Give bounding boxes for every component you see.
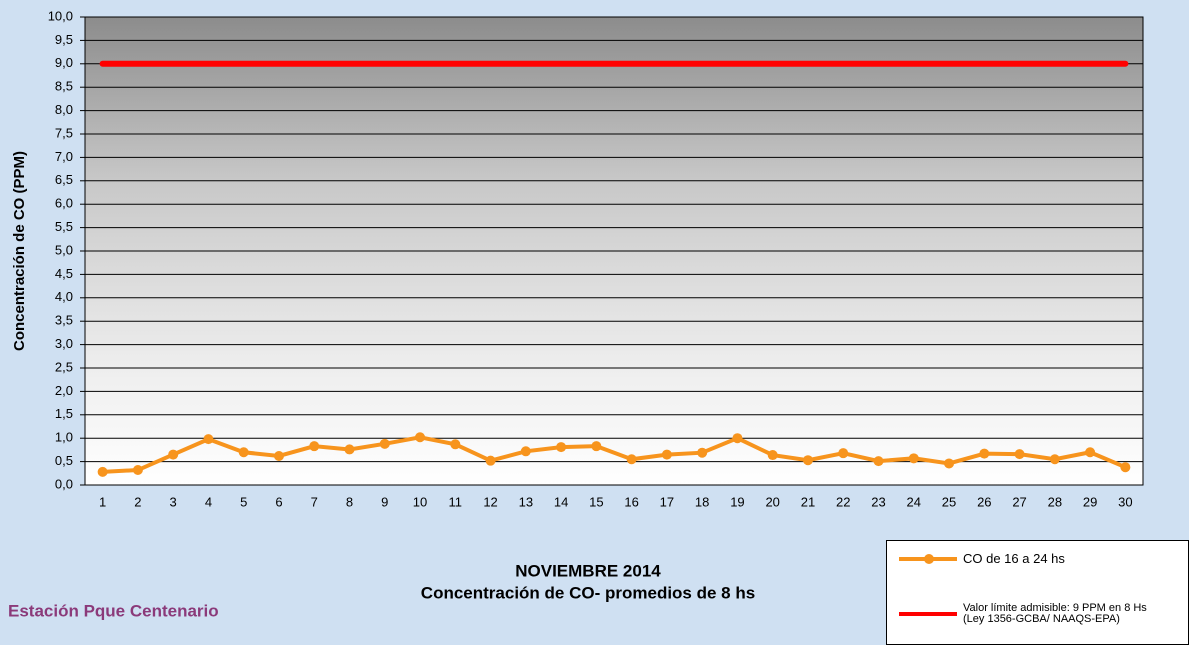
legend-swatch xyxy=(899,612,957,616)
y-axis-label: Concentración de CO (PPM) xyxy=(11,151,28,351)
x-tick-label: 7 xyxy=(311,494,318,509)
data-point xyxy=(1014,449,1025,460)
y-tick-label: 1,5 xyxy=(55,406,73,421)
chart-title: NOVIEMBRE 2014 xyxy=(515,561,661,580)
x-tick-label: 25 xyxy=(942,494,956,509)
y-tick-label: 3,5 xyxy=(55,313,73,328)
x-tick-label: 26 xyxy=(977,494,991,509)
data-point xyxy=(344,444,355,455)
data-point xyxy=(203,434,214,445)
data-point xyxy=(908,453,919,464)
legend: CO de 16 a 24 hs Valor límite admisible: … xyxy=(886,540,1189,645)
y-tick-label: 0,5 xyxy=(55,453,73,468)
x-tick-label: 1 xyxy=(99,494,106,509)
x-tick-label: 29 xyxy=(1083,494,1097,509)
x-tick-label: 17 xyxy=(660,494,674,509)
x-tick-label: 16 xyxy=(624,494,638,509)
legend-item: Valor límite admisible: 9 PPM en 8 Hs (L… xyxy=(899,603,1147,625)
data-point xyxy=(168,449,179,460)
data-point xyxy=(873,456,884,467)
data-point xyxy=(1049,454,1060,465)
data-point xyxy=(450,439,461,450)
y-tick-label: 9,5 xyxy=(55,32,73,47)
data-point xyxy=(697,447,708,458)
data-point xyxy=(1085,447,1096,458)
y-tick-label: 5,5 xyxy=(55,219,73,234)
data-point xyxy=(520,446,531,457)
legend-marker xyxy=(924,553,934,564)
y-tick-label: 8,5 xyxy=(55,79,73,94)
x-tick-label: 22 xyxy=(836,494,850,509)
y-tick-label: 6,0 xyxy=(55,196,73,211)
x-tick-label: 23 xyxy=(871,494,885,509)
data-point xyxy=(132,465,143,476)
x-tick-label: 20 xyxy=(765,494,779,509)
x-tick-label: 13 xyxy=(519,494,533,509)
data-point xyxy=(97,466,108,477)
x-tick-label: 14 xyxy=(554,494,568,509)
y-tick-label: 0,0 xyxy=(55,476,73,491)
x-tick-label: 27 xyxy=(1012,494,1026,509)
data-point xyxy=(591,441,602,452)
legend-label: Valor límite admisible: 9 PPM en 8 Hs (L… xyxy=(963,602,1147,625)
x-tick-label: 2 xyxy=(134,494,141,509)
x-tick-label: 24 xyxy=(907,494,921,509)
y-tick-label: 2,5 xyxy=(55,359,73,374)
x-tick-label: 9 xyxy=(381,494,388,509)
x-tick-label: 28 xyxy=(1048,494,1062,509)
x-tick-label: 18 xyxy=(695,494,709,509)
x-tick-label: 6 xyxy=(275,494,282,509)
y-tick-label: 4,0 xyxy=(55,289,73,304)
y-tick-label: 10,0 xyxy=(48,8,73,23)
data-point xyxy=(732,433,743,444)
x-tick-label: 3 xyxy=(170,494,177,509)
x-tick-label: 21 xyxy=(801,494,815,509)
legend-item: CO de 16 a 24 hs xyxy=(899,551,1065,566)
x-tick-label: 12 xyxy=(483,494,497,509)
y-tick-label: 6,5 xyxy=(55,172,73,187)
data-point xyxy=(273,450,284,461)
data-point xyxy=(1120,462,1131,473)
x-tick-label: 19 xyxy=(730,494,744,509)
data-point xyxy=(309,441,320,452)
annotation: Estación Pque Centenario xyxy=(8,601,219,620)
series-line xyxy=(100,435,1128,474)
chart-subtitle: Concentración de CO- promedios de 8 hs xyxy=(421,583,755,602)
y-tick-label: 8,0 xyxy=(55,102,73,117)
data-point xyxy=(379,438,390,449)
data-point xyxy=(838,448,849,459)
y-tick-label: 7,5 xyxy=(55,125,73,140)
data-point xyxy=(238,447,249,458)
x-tick-label: 4 xyxy=(205,494,212,509)
legend-swatch xyxy=(899,553,957,564)
data-point xyxy=(661,449,672,460)
x-tick-label: 15 xyxy=(589,494,603,509)
y-tick-label: 3,0 xyxy=(55,336,73,351)
y-tick-label: 7,0 xyxy=(55,149,73,164)
data-point xyxy=(979,448,990,459)
data-point xyxy=(485,455,496,466)
y-tick-label: 9,0 xyxy=(55,55,73,70)
data-point xyxy=(767,450,778,461)
y-tick-label: 5,0 xyxy=(55,242,73,257)
y-tick-label: 2,0 xyxy=(55,383,73,398)
y-tick-label: 4,5 xyxy=(55,266,73,281)
y-tick-label: 1,0 xyxy=(55,430,73,445)
x-tick-label: 11 xyxy=(449,494,463,509)
data-point xyxy=(415,432,426,443)
data-point xyxy=(944,458,955,469)
data-point xyxy=(626,454,637,465)
x-tick-label: 8 xyxy=(346,494,353,509)
data-point xyxy=(802,455,813,466)
x-tick-label: 5 xyxy=(240,494,247,509)
x-tick-label: 30 xyxy=(1118,494,1132,509)
legend-label: CO de 16 a 24 hs xyxy=(963,551,1065,566)
x-tick-label: 10 xyxy=(413,494,427,509)
data-point xyxy=(556,442,567,453)
